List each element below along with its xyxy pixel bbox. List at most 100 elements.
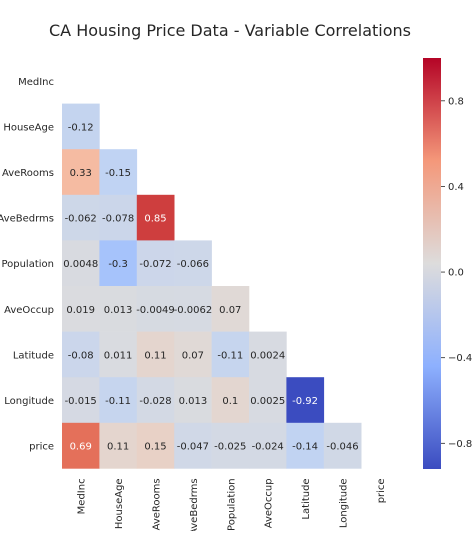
cell-value-label: 0.1 bbox=[222, 396, 238, 407]
cell-value-label: -0.062 bbox=[65, 214, 97, 225]
cell-value-label: -0.015 bbox=[65, 396, 97, 407]
heatmap-cell bbox=[62, 240, 100, 287]
colorbar-tick-label: 0.4 bbox=[448, 182, 464, 193]
cell-value-label: 0.013 bbox=[179, 396, 208, 407]
y-tick-label: AveRooms bbox=[2, 168, 54, 179]
cell-value-label: -0.046 bbox=[326, 442, 358, 453]
x-tick-label: price bbox=[376, 478, 387, 503]
cell-value-label: -0.08 bbox=[68, 350, 94, 361]
heatmap-cell bbox=[136, 286, 175, 332]
cell-value-label: 0.07 bbox=[182, 350, 204, 361]
y-tick-label: AveOccup bbox=[4, 305, 54, 316]
heatmap-cell bbox=[99, 331, 138, 378]
heatmap-cell bbox=[174, 331, 212, 378]
cell-value-label: -0.15 bbox=[105, 168, 131, 179]
y-tick-label: Population bbox=[1, 259, 54, 270]
heatmap-cell bbox=[62, 103, 100, 150]
cell-value-label: 0.33 bbox=[70, 168, 92, 179]
heatmap-cell bbox=[286, 422, 325, 469]
cell-value-label: 0.11 bbox=[107, 442, 129, 453]
heatmap-cell bbox=[136, 377, 175, 424]
y-tick-labels: MedInc HouseAge AveRooms AveBedrms Populatio… bbox=[0, 77, 54, 453]
cell-value-label: 0.69 bbox=[70, 442, 92, 453]
heatmap-cell bbox=[62, 286, 100, 332]
x-tick-label: AveOccup bbox=[264, 478, 275, 528]
cell-value-label: -0.028 bbox=[139, 396, 171, 407]
heatmap-cell bbox=[62, 149, 100, 196]
colorbar-tick-label: −0.4 bbox=[448, 353, 472, 364]
heatmap-cell bbox=[136, 194, 175, 241]
colorbar-tick-label: 0.0 bbox=[448, 268, 464, 279]
colorbar-gradient bbox=[423, 58, 441, 469]
x-tick-label: Population bbox=[226, 478, 237, 531]
x-tick-labels: MedInc HouseAge AveRooms AveBedrms Populatio… bbox=[77, 478, 387, 535]
cell-value-label: 0.11 bbox=[144, 350, 166, 361]
heatmap-cell bbox=[174, 286, 212, 332]
x-tick-label: AveRooms bbox=[152, 478, 163, 530]
cell-value-label: -0.047 bbox=[177, 442, 209, 453]
colorbar-ticks: 0.8 0.4 0.0 −0.4 −0.8 bbox=[441, 96, 472, 450]
heatmap-cell bbox=[99, 286, 138, 332]
heatmap-cell bbox=[136, 331, 175, 378]
heatmap-cell-labels: -0.12 0.33 -0.15 -0.062 -0.078 0.85 0.0048 -0.3… bbox=[63, 122, 358, 452]
y-tick-label: Latitude bbox=[13, 350, 54, 361]
y-tick-label: Longitude bbox=[4, 396, 54, 407]
x-tick-label: Longitude bbox=[339, 478, 350, 528]
cell-value-label: -0.92 bbox=[292, 396, 318, 407]
heatmap-cell bbox=[323, 422, 362, 469]
heatmap-cell bbox=[136, 240, 175, 287]
heatmap-cell bbox=[62, 422, 100, 469]
colorbar-tick-label: 0.8 bbox=[448, 96, 464, 107]
cell-value-label: 0.0024 bbox=[250, 350, 285, 361]
heatmap-cell bbox=[174, 240, 212, 287]
cell-value-label: -0.0049 bbox=[136, 305, 175, 316]
x-tick-label: AveBedrms bbox=[189, 478, 200, 531]
cell-value-label: -0.072 bbox=[139, 259, 171, 270]
cell-value-label: -0.025 bbox=[214, 442, 246, 453]
colorbar: 0.8 0.4 0.0 −0.4 −0.8 bbox=[423, 58, 472, 469]
heatmap-cell bbox=[249, 377, 287, 424]
heatmap-cell bbox=[62, 377, 100, 424]
y-tick-label: MedInc bbox=[18, 77, 54, 88]
cell-value-label: 0.0048 bbox=[63, 259, 98, 270]
heatmap-cell bbox=[174, 377, 212, 424]
heatmap-cell bbox=[62, 331, 100, 378]
cell-value-label: 0.019 bbox=[66, 305, 95, 316]
cell-value-label: 0.15 bbox=[144, 442, 166, 453]
x-tick-label: Latitude bbox=[301, 478, 312, 519]
cell-value-label: -0.12 bbox=[68, 122, 94, 133]
heatmap-cell bbox=[136, 422, 175, 469]
heatmap-cell bbox=[249, 331, 287, 378]
heatmap-cell bbox=[99, 377, 138, 424]
cell-value-label: -0.11 bbox=[105, 396, 131, 407]
heatmap-cell bbox=[211, 422, 250, 469]
cell-value-label: 0.0025 bbox=[250, 396, 285, 407]
heatmap-cell bbox=[211, 286, 250, 332]
cell-value-label: -0.11 bbox=[217, 350, 243, 361]
cell-value-label: 0.013 bbox=[104, 305, 133, 316]
cell-value-label: -0.0062 bbox=[174, 305, 213, 316]
chart-title: CA Housing Price Data - Variable Correla… bbox=[49, 21, 411, 40]
x-tick-label: HouseAge bbox=[114, 478, 125, 529]
cell-value-label: -0.3 bbox=[108, 259, 128, 270]
cell-value-label: 0.011 bbox=[104, 350, 133, 361]
heatmap-cell bbox=[99, 240, 138, 287]
heatmap-cell bbox=[99, 422, 138, 469]
cell-value-label: -0.066 bbox=[177, 259, 209, 270]
heatmap-cell bbox=[62, 194, 100, 241]
heatmap-cell bbox=[249, 422, 287, 469]
y-tick-label: HouseAge bbox=[3, 122, 54, 133]
cell-value-label: -0.14 bbox=[292, 442, 318, 453]
heatmap-cell bbox=[211, 331, 250, 378]
heatmap-cells bbox=[62, 103, 362, 469]
x-tick-label: MedInc bbox=[77, 478, 88, 514]
heatmap-cell bbox=[286, 377, 325, 424]
y-tick-label: price bbox=[29, 442, 54, 453]
heatmap-cell bbox=[99, 149, 138, 196]
heatmap-cell bbox=[211, 377, 250, 424]
cell-value-label: 0.07 bbox=[219, 305, 241, 316]
colorbar-tick-label: −0.8 bbox=[448, 439, 472, 450]
cell-value-label: -0.024 bbox=[252, 442, 284, 453]
